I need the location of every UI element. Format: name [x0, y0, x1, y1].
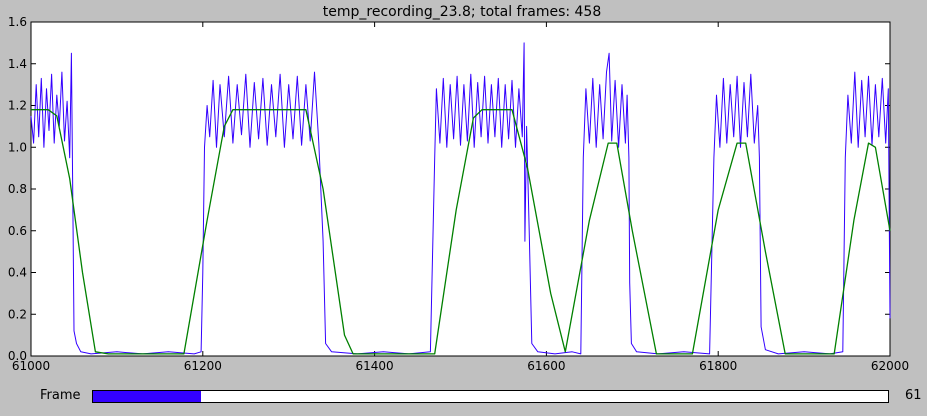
x-tick-label: 61800: [699, 359, 737, 373]
x-tick-label: 61000: [12, 359, 50, 373]
y-tick-label: 0.0: [8, 349, 27, 363]
chart-title: temp_recording_23.8; total frames: 458: [323, 4, 602, 20]
frame-slider[interactable]: [92, 390, 889, 403]
y-tick-label: 0.2: [8, 307, 27, 321]
x-tick-label: 61600: [527, 359, 565, 373]
y-tick-label: 0.4: [8, 266, 27, 280]
y-tick-label: 0.6: [8, 224, 27, 238]
frame-slider-value: 61: [905, 388, 922, 403]
y-tick-label: 1.4: [8, 57, 27, 71]
x-tick-label: 61200: [184, 359, 222, 373]
y-tick-label: 1.6: [8, 15, 27, 29]
y-tick-label: 1.0: [8, 140, 27, 154]
series-layer: [30, 42, 891, 355]
y-tick-label: 1.2: [8, 99, 27, 113]
frame-slider-fill: [93, 391, 202, 402]
x-tick-label: 62000: [871, 359, 909, 373]
series-line-1: [30, 42, 891, 355]
y-tick-label: 0.8: [8, 182, 27, 196]
series-line-2: [31, 109, 891, 355]
frame-slider-label: Frame: [40, 388, 81, 403]
axis-ticks: 61000 61200 61400 61600 61800 62000 0.0 0.2 0.4 0…: [8, 15, 909, 373]
x-tick-label: 61400: [356, 359, 394, 373]
